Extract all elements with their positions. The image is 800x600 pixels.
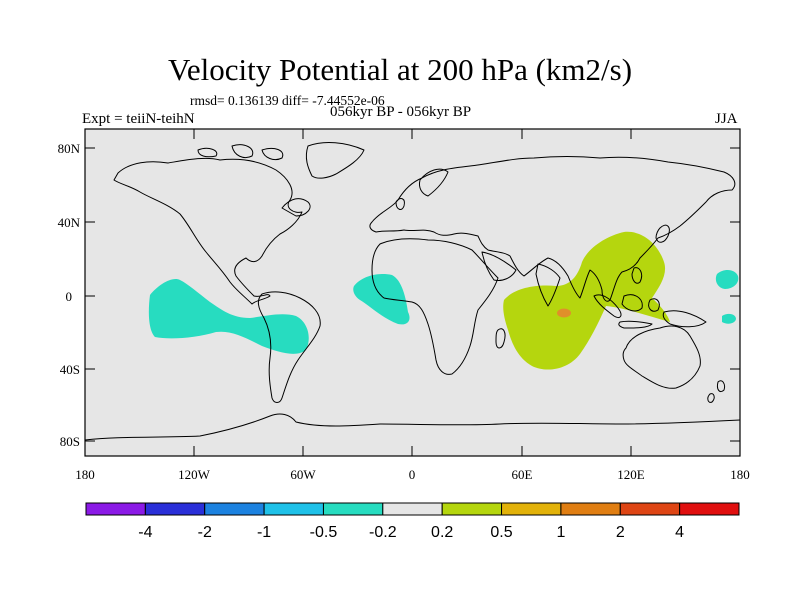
lon-label-60e: 60E	[512, 467, 533, 482]
colorbar: -4 -2 -1 -0.5 -0.2 0.2 0.5 1 2 4	[85, 502, 740, 541]
lon-label-180w: 180	[75, 467, 95, 482]
coastlines	[85, 142, 740, 441]
colorbar-label-9: 4	[675, 524, 684, 541]
colorbar-label-0: -4	[138, 524, 152, 541]
lat-axis	[85, 147, 740, 442]
lon-axis	[84, 129, 741, 456]
lon-label-120e: 120E	[617, 467, 645, 482]
period-subtitle: 056kyr BP - 056kyr BP	[330, 104, 472, 120]
colorbar-swatch-2	[204, 502, 265, 516]
colorbar-swatch-8	[560, 502, 621, 516]
lat-label-80n: 80N	[58, 141, 81, 156]
anomaly-region-dateline-south	[722, 313, 736, 324]
colorbar-swatch-1	[144, 502, 206, 516]
lon-label-60w: 60W	[290, 467, 316, 482]
colorbar-swatch-6	[441, 502, 503, 516]
colorbar-swatch-3	[263, 502, 324, 516]
colorbar-swatch-7	[501, 502, 562, 516]
lat-label-0: 0	[66, 289, 73, 304]
anomaly-peak-indian-ocean	[557, 308, 571, 318]
map-title: Velocity Potential at 200 hPa (km2/s)	[167, 52, 633, 87]
colorbar-swatch-4	[322, 502, 384, 516]
colorbar-label-2: -1	[257, 524, 271, 541]
colorbar-swatch-0	[85, 502, 146, 516]
colorbar-swatch-5	[382, 502, 443, 516]
lat-label-40s: 40S	[60, 362, 80, 377]
lat-label-40n: 40N	[58, 215, 81, 230]
lon-label-180e: 180	[730, 467, 750, 482]
experiment-label: Expt = teiiN-teihN	[82, 111, 195, 127]
lon-label-0: 0	[409, 467, 416, 482]
lon-label-120w: 120W	[178, 467, 211, 482]
colorbar-label-1: -2	[198, 524, 212, 541]
colorbar-swatch-9	[619, 502, 681, 516]
anomaly-region-dateline-north	[715, 270, 739, 289]
anomaly-region-indian-ocean	[503, 231, 670, 370]
colorbar-label-6: 0.5	[490, 524, 512, 541]
anomaly-region-east-pacific	[148, 279, 309, 354]
colorbar-swatch-10	[679, 502, 740, 516]
colorbar-label-3: -0.5	[310, 524, 338, 541]
colorbar-label-5: 0.2	[431, 524, 453, 541]
season-label: JJA	[715, 111, 738, 127]
stats-line: rmsd= 0.136139 diff= -7.44552e-06	[190, 93, 385, 108]
colorbar-label-7: 1	[556, 524, 565, 541]
lat-label-80s: 80S	[60, 434, 80, 449]
colorbar-label-4: -0.2	[369, 524, 397, 541]
colorbar-label-8: 2	[616, 524, 625, 541]
anomaly-region-atlantic	[353, 274, 410, 325]
